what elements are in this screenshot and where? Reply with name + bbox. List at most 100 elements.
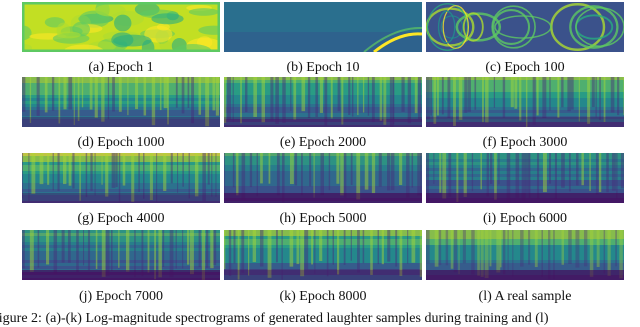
time-stripe [105, 230, 110, 276]
time-stripe [480, 230, 484, 277]
freq-band [22, 192, 220, 195]
time-stripe [367, 77, 370, 116]
time-stripe [486, 153, 489, 197]
freq-band [22, 80, 220, 83]
time-stripe [450, 230, 454, 269]
freq-band [426, 248, 624, 251]
time-stripe [598, 153, 602, 193]
time-stripe [46, 230, 50, 265]
wave [494, 15, 552, 39]
time-stripe [616, 153, 618, 199]
time-stripe [441, 77, 444, 115]
time-stripe [122, 153, 126, 186]
time-stripe [207, 153, 210, 185]
time-stripe [371, 153, 376, 194]
time-stripe [311, 230, 313, 265]
time-stripe [541, 230, 543, 277]
time-stripe [314, 230, 316, 274]
freq-band [426, 257, 624, 260]
time-stripe [159, 77, 162, 111]
time-stripe [399, 153, 403, 185]
time-stripe [499, 230, 502, 268]
time-stripe [198, 230, 201, 268]
time-stripe [191, 77, 195, 124]
freq-band [22, 171, 220, 174]
freq-band [22, 168, 220, 171]
time-stripe [498, 153, 500, 185]
freq-band [22, 162, 220, 165]
freq-band [224, 174, 422, 177]
time-stripe [341, 77, 344, 125]
freq-band [22, 159, 220, 162]
freq-band [22, 266, 220, 269]
time-stripe [575, 230, 580, 268]
low-shade [426, 117, 624, 127]
time-stripe [485, 77, 489, 123]
time-stripe [445, 230, 449, 266]
spectrogram [22, 77, 220, 127]
time-stripe [332, 230, 335, 265]
spectrogram [426, 230, 624, 280]
time-stripe [407, 230, 409, 264]
freq-band [22, 110, 220, 113]
time-stripe [22, 153, 24, 199]
freq-band [426, 174, 624, 177]
time-stripe [282, 77, 286, 123]
freq-band [22, 122, 220, 125]
time-stripe [259, 230, 264, 267]
time-stripe [47, 153, 50, 185]
freq-band [426, 180, 624, 183]
time-stripe [52, 153, 54, 191]
time-stripe [411, 153, 414, 188]
time-stripe [63, 77, 67, 110]
time-stripe [281, 230, 283, 280]
freq-band [22, 98, 220, 101]
freq-band [22, 195, 220, 198]
time-stripe [181, 77, 185, 114]
time-stripe [253, 77, 257, 117]
time-stripe [379, 77, 383, 121]
time-stripe [156, 153, 158, 203]
freq-band [224, 257, 422, 260]
time-stripe [464, 77, 468, 113]
time-stripe [489, 230, 492, 267]
time-stripe [502, 77, 506, 118]
time-stripe [163, 77, 168, 109]
time-stripe [536, 153, 540, 200]
panel-label: (k) Epoch 8000 [279, 289, 367, 304]
time-stripe [22, 230, 25, 269]
time-stripe [170, 153, 173, 184]
freq-band [224, 248, 422, 251]
freq-band [22, 86, 220, 89]
freq-band [224, 113, 422, 116]
freq-band [224, 266, 422, 269]
time-stripe [143, 153, 145, 199]
time-stripe [276, 153, 280, 196]
time-stripe [520, 230, 524, 267]
freq-band [224, 183, 422, 186]
time-stripe [591, 77, 595, 108]
time-stripe [395, 230, 398, 267]
freq-band [22, 245, 220, 248]
freq-band [22, 248, 220, 251]
time-stripe [247, 230, 250, 276]
low-shade [22, 270, 220, 280]
time-stripe [212, 77, 216, 111]
time-stripe [319, 77, 323, 113]
time-stripe [224, 230, 226, 270]
spectrogram [426, 2, 624, 52]
freq-band [426, 125, 624, 127]
time-stripe [73, 77, 75, 125]
time-stripe [512, 230, 514, 277]
time-stripe [118, 153, 121, 203]
time-stripe [542, 77, 547, 119]
time-stripe [393, 77, 395, 125]
time-stripe [282, 153, 285, 203]
time-stripe [536, 77, 539, 116]
time-stripe [320, 153, 324, 196]
time-stripe [28, 153, 30, 202]
time-stripe [528, 230, 531, 265]
time-stripe [426, 230, 430, 264]
time-stripe [101, 153, 103, 185]
time-stripe [484, 230, 489, 279]
